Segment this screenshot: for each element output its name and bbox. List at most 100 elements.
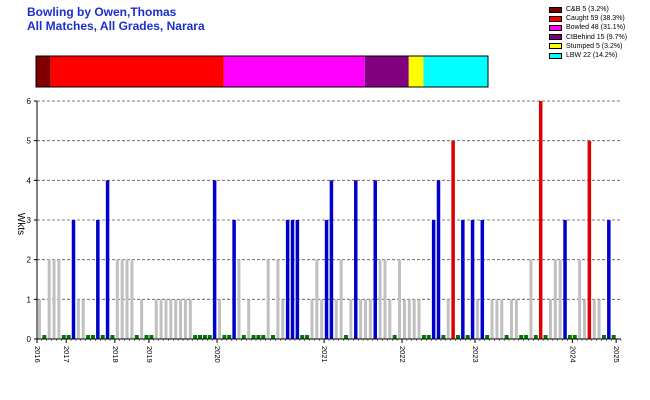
bar (446, 299, 450, 339)
bar (37, 299, 41, 339)
bar (373, 180, 377, 339)
bar-zero (305, 335, 310, 339)
bar (290, 220, 295, 339)
legend-swatch (549, 34, 562, 41)
dismissal-bar-border (35, 55, 489, 88)
legend-swatch (549, 43, 562, 50)
bar-zero (533, 335, 538, 339)
legend-label: Bowled 48 (31.1%) (566, 24, 626, 32)
bar-zero (611, 335, 616, 339)
y-tick-label: 3 (27, 216, 32, 225)
bar (310, 299, 314, 339)
bar (548, 299, 552, 339)
bar-zero (86, 335, 91, 339)
bar (183, 299, 187, 339)
x-tick-label: 2025 (612, 346, 621, 363)
bar (295, 220, 300, 339)
x-tick-label: 2021 (320, 346, 329, 363)
bar (71, 220, 76, 339)
bar (349, 299, 353, 339)
bar (324, 220, 329, 339)
bar (52, 259, 56, 339)
bar (495, 299, 499, 339)
bar-zero (149, 335, 154, 339)
bar (558, 259, 562, 339)
bar-zero (426, 335, 431, 339)
bar-zero (519, 335, 524, 339)
bar-zero (227, 335, 232, 339)
bar (583, 299, 586, 339)
dismissal-segment (223, 56, 365, 87)
bar (105, 180, 110, 339)
bar (212, 180, 217, 339)
bar (412, 299, 416, 339)
bar-zero (504, 335, 509, 339)
bar (354, 180, 358, 339)
legend-entry: Stumped 5 (3.2%) (549, 42, 627, 51)
legend-entry: C&B 5 (3.2%) (549, 5, 627, 14)
bar (57, 259, 61, 339)
bar (266, 259, 270, 339)
legend-swatch (549, 6, 562, 13)
bar (334, 299, 338, 339)
bar (563, 220, 567, 339)
bar-zero (392, 335, 397, 339)
bar (431, 220, 436, 339)
bar-zero (198, 335, 203, 339)
bar-zero (100, 335, 105, 339)
legend-label: C&B 5 (3.2%) (566, 6, 609, 13)
bar-zero (344, 335, 349, 339)
legend-label: LBW 22 (14.2%) (566, 51, 618, 59)
bar (188, 299, 192, 339)
bar (320, 299, 324, 339)
x-tick-label: 2023 (471, 346, 480, 363)
bar (154, 299, 158, 339)
x-tick-label: 2019 (145, 346, 154, 363)
y-axis-label: Wkts (15, 213, 26, 235)
bar (368, 299, 372, 339)
x-tick-label: 2018 (111, 346, 120, 363)
bar (169, 299, 173, 339)
bar (417, 299, 421, 339)
bar-zero (193, 335, 198, 339)
x-tick-label: 2022 (398, 346, 407, 363)
bar (174, 299, 178, 339)
legend: C&B 5 (3.2%) Caught 59 (38.3%) Bowled 48 (… (549, 5, 627, 60)
bar-zero (256, 335, 261, 339)
bar (510, 299, 513, 339)
bar (607, 220, 611, 339)
bar-zero (465, 335, 470, 339)
dismissal-segment (423, 56, 488, 87)
bar (597, 299, 601, 339)
bar (76, 299, 80, 339)
bar-zero (261, 335, 266, 339)
bar (276, 259, 280, 339)
legend-swatch (549, 15, 562, 22)
bar-zero (202, 335, 207, 339)
legend-entry: LBW 22 (14.2%) (549, 51, 627, 60)
bar (514, 299, 518, 339)
bar (578, 259, 582, 339)
bar (407, 299, 411, 339)
bar (451, 140, 455, 339)
bar-zero (421, 335, 426, 339)
bar (364, 299, 367, 339)
bar (402, 299, 406, 339)
legend-entry: Bowled 48 (31.1%) (549, 23, 627, 32)
bar-zero (601, 335, 606, 339)
bar-zero (543, 335, 548, 339)
bar-zero (144, 335, 149, 339)
y-tick-label: 5 (27, 137, 32, 146)
bar (179, 299, 183, 339)
bar (480, 220, 485, 339)
bar-zero (485, 335, 490, 339)
y-tick-label: 4 (27, 176, 32, 185)
bar-zero (241, 335, 246, 339)
bar-zero (455, 335, 460, 339)
x-tick-label: 2024 (568, 346, 577, 363)
x-tick-label: 2016 (33, 346, 42, 363)
bar (359, 299, 363, 339)
bar-zero (42, 335, 47, 339)
bar (120, 259, 124, 339)
legend-swatch (549, 24, 562, 31)
